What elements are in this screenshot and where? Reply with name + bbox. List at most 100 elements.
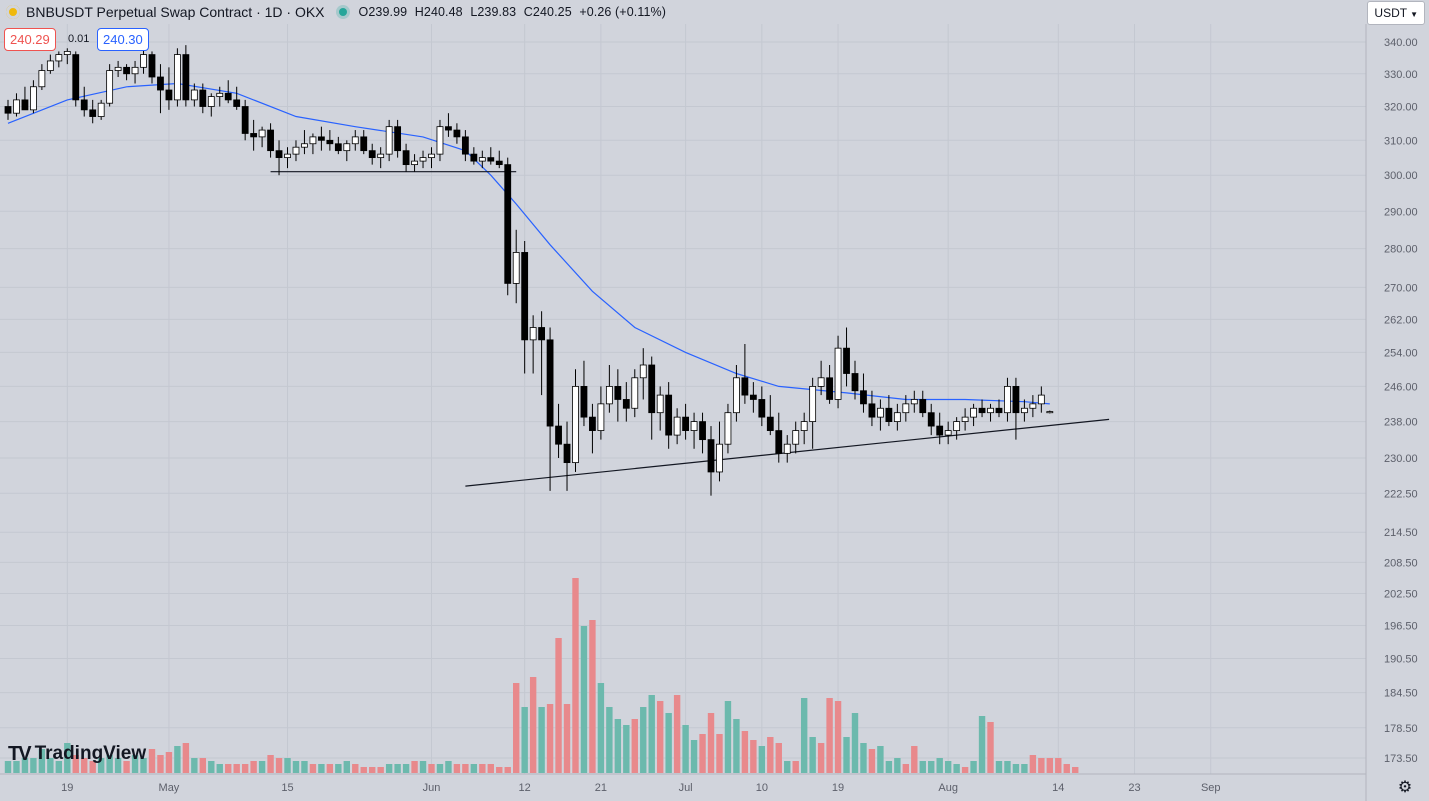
volume-bar	[623, 725, 630, 773]
volume-bar	[800, 698, 808, 773]
gear-icon[interactable]: ⚙	[1397, 779, 1413, 796]
sell-price-button[interactable]: 240.29	[4, 28, 56, 51]
candle-down	[851, 360, 859, 400]
time-tick-label: Sep	[1201, 782, 1221, 794]
candle-body	[936, 425, 944, 436]
candle-body	[428, 153, 435, 159]
symbol-title[interactable]: BNBUSDT Perpetual Swap Contract · 1D · O…	[26, 4, 325, 20]
candle-down	[72, 51, 80, 107]
candle-up	[944, 421, 952, 445]
candle-down	[21, 86, 29, 111]
volume-bar	[1004, 761, 1011, 773]
candle-body	[843, 347, 850, 374]
candle-body	[123, 66, 130, 75]
candle-body	[38, 70, 46, 88]
candle-down	[563, 421, 571, 491]
volume-bar	[1046, 758, 1054, 773]
buy-price-button[interactable]: 240.30	[97, 28, 149, 51]
candle-body	[699, 421, 706, 441]
volume-bar	[4, 761, 12, 773]
candle-body	[877, 407, 884, 418]
volume-bar	[360, 767, 367, 773]
candle-body	[563, 443, 571, 464]
candle-down	[368, 143, 376, 165]
candle-body	[1029, 403, 1037, 409]
price-tick-label: 246.00	[1384, 381, 1418, 393]
candle-body	[292, 146, 300, 155]
time-tick-label: 19	[61, 782, 73, 794]
candle-up	[411, 154, 418, 172]
candle-body	[131, 66, 139, 75]
candle-up	[190, 83, 198, 107]
candle-down	[1012, 377, 1020, 440]
market-status-icon[interactable]	[338, 8, 347, 16]
candle-down	[360, 130, 368, 155]
candle-down	[622, 382, 630, 422]
volume-bar	[995, 761, 1003, 773]
price-tick-label: 184.50	[1384, 688, 1418, 700]
candle-body	[978, 407, 986, 414]
price-tick-label: 222.50	[1384, 488, 1418, 500]
candle-down	[123, 64, 130, 81]
volume-bar	[326, 764, 334, 773]
candle-body	[614, 386, 622, 400]
candle-body	[800, 421, 808, 431]
candle-down	[199, 83, 207, 114]
candle-body	[343, 143, 351, 152]
volume-bar	[470, 764, 478, 773]
candle-up	[902, 395, 910, 422]
candle-up	[631, 369, 639, 418]
chart-axes[interactable]: 340.00 330.00 320.00 310.00 300.00 290.00 280.…	[0, 24, 1418, 801]
candle-body	[953, 421, 961, 431]
candle-body	[411, 160, 418, 166]
volume-bar	[529, 677, 537, 773]
volume-bar	[911, 746, 918, 773]
candle-up	[970, 403, 977, 427]
candlestick-series	[4, 45, 1054, 496]
candle-up	[301, 130, 308, 155]
volume-bar	[1072, 767, 1079, 773]
candle-down	[538, 311, 546, 396]
candle-body	[538, 327, 546, 341]
volume-bar	[673, 695, 681, 773]
candle-down	[453, 123, 461, 144]
moving-average-line	[7, 82, 1050, 405]
candle-up	[38, 64, 46, 91]
price-tick-label: 310.00	[1384, 135, 1418, 147]
candle-body	[419, 157, 427, 162]
candle-up	[309, 133, 317, 155]
candle-body	[673, 416, 681, 436]
volume-bar	[233, 764, 240, 773]
volume-bar	[385, 764, 393, 773]
volume-bar	[343, 761, 350, 773]
candle-up	[343, 140, 351, 162]
volume-bar	[631, 719, 638, 773]
candle-up	[572, 369, 579, 472]
volume-bar	[606, 707, 613, 773]
candle-body	[995, 407, 1003, 414]
currency-selector[interactable]: USDT ▼	[1367, 1, 1425, 25]
volume-bar	[699, 734, 706, 773]
candle-down	[707, 426, 715, 496]
candle-body	[453, 129, 461, 138]
tradingview-logo[interactable]: TV TradingView	[8, 741, 146, 767]
volume-bar	[1029, 755, 1037, 773]
candle-down	[445, 113, 452, 137]
candle-down	[487, 147, 495, 165]
candle-body	[589, 416, 596, 431]
candle-up	[284, 147, 291, 169]
volume-bar	[597, 683, 605, 773]
chart-header: BNBUSDT Perpetual Swap Contract · 1D · O…	[0, 0, 666, 24]
volume-bar	[284, 758, 291, 773]
volume-bar	[352, 764, 359, 773]
volume-bar	[851, 713, 859, 773]
volume-bar	[114, 758, 122, 773]
volume-bar	[690, 740, 698, 773]
candle-up	[30, 80, 37, 114]
candle-down	[394, 119, 402, 158]
candle-body	[521, 252, 529, 341]
candle-up	[809, 377, 817, 449]
candle-body	[970, 407, 977, 418]
